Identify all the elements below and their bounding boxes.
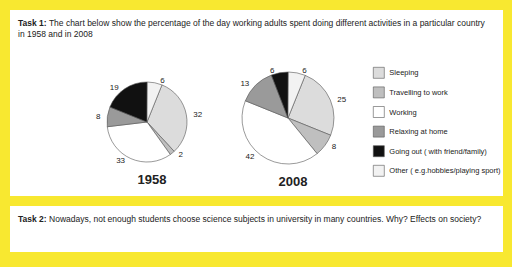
svg-text:Relaxing at home: Relaxing at home xyxy=(389,127,447,136)
svg-text:8: 8 xyxy=(332,142,337,151)
svg-text:6: 6 xyxy=(302,66,307,75)
svg-text:2008: 2008 xyxy=(279,174,308,189)
svg-text:42: 42 xyxy=(246,152,255,161)
svg-text:2: 2 xyxy=(179,150,184,159)
svg-text:Travelling to work: Travelling to work xyxy=(389,88,448,97)
svg-text:Going out ( with friend/family: Going out ( with friend/family) xyxy=(389,147,487,156)
svg-text:19: 19 xyxy=(110,83,119,92)
svg-text:1958: 1958 xyxy=(138,172,167,187)
svg-text:13: 13 xyxy=(240,79,249,88)
svg-text:25: 25 xyxy=(337,95,346,104)
svg-text:Sleeping: Sleeping xyxy=(389,68,418,77)
svg-text:33: 33 xyxy=(116,156,125,165)
svg-text:6: 6 xyxy=(160,76,165,85)
svg-text:Working: Working xyxy=(389,108,416,117)
html-text:Task 2: Nowadays, not enough s: Task 2: Nowadays, not enough students ch… xyxy=(18,214,482,224)
html-text:Task 1: The chart below show t: Task 1: The chart below show the percent… xyxy=(18,18,485,39)
svg-text:Other ( e.g.hobbies/playing sp: Other ( e.g.hobbies/playing sport) xyxy=(389,166,501,175)
svg-text:8: 8 xyxy=(96,112,101,121)
svg-text:6: 6 xyxy=(270,66,275,75)
svg-text:32: 32 xyxy=(193,110,202,119)
